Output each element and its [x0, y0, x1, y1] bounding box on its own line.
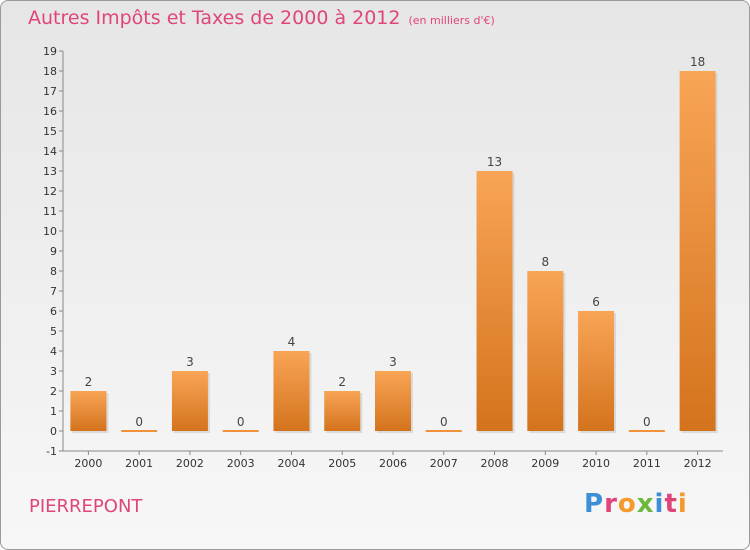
bar-value-label: 13: [487, 155, 502, 169]
bar-value-label: 4: [288, 335, 296, 349]
commune-name: PIERREPONT: [29, 496, 143, 517]
bar-value-label: 0: [643, 415, 651, 429]
y-tick-label: 13: [43, 165, 57, 178]
y-tick-label: -1: [46, 445, 57, 458]
x-tick-label: 2006: [379, 457, 407, 470]
logo-letter: i: [654, 489, 665, 519]
logo-letter: P: [584, 489, 605, 519]
bar: [70, 391, 107, 431]
bar: [324, 391, 361, 431]
bar: [171, 371, 208, 431]
y-tick-label: 5: [50, 325, 57, 338]
x-tick-label: 2004: [277, 457, 305, 470]
y-tick-label: 4: [50, 345, 57, 358]
y-tick-label: 6: [50, 305, 57, 318]
x-tick-label: 2005: [328, 457, 356, 470]
y-tick-label: 9: [50, 245, 57, 258]
x-tick-label: 2007: [430, 457, 458, 470]
bar-value-label: 2: [85, 375, 93, 389]
y-tick-label: 2: [50, 385, 57, 398]
chart-title-text: Autres Impôts et Taxes de 2000 à 2012: [28, 7, 401, 29]
bar-value-label: 3: [186, 355, 194, 369]
logo-letter: o: [617, 489, 637, 519]
x-tick-label: 2011: [633, 457, 661, 470]
y-tick-label: 8: [50, 265, 57, 278]
x-tick-label: 2000: [74, 457, 102, 470]
y-tick-label: 10: [43, 225, 57, 238]
proxiti-logo: Proxiti: [584, 489, 688, 519]
x-tick-label: 2003: [227, 457, 255, 470]
bar-value-label: 0: [237, 415, 245, 429]
x-tick-label: 2001: [125, 457, 153, 470]
bar: [273, 351, 310, 431]
y-tick-label: 0: [50, 425, 57, 438]
bar-value-label: 0: [135, 415, 143, 429]
bar: [121, 430, 158, 432]
chart-subtitle: (en milliers d'€): [408, 14, 495, 27]
bar: [425, 430, 462, 432]
y-tick-label: 3: [50, 365, 57, 378]
y-tick-label: 7: [50, 285, 57, 298]
logo-letter: x: [636, 489, 655, 519]
x-tick-label: 2012: [684, 457, 712, 470]
y-tick-label: 18: [43, 65, 57, 78]
y-tick-label: 1: [50, 405, 57, 418]
bar: [375, 371, 411, 431]
logo-letter: i: [677, 489, 688, 519]
logo-letter: r: [604, 489, 618, 519]
y-tick-label: 15: [43, 125, 57, 138]
bar: [527, 271, 564, 431]
bar-value-label: 3: [389, 355, 397, 369]
y-tick-label: 12: [43, 185, 57, 198]
y-tick-label: 14: [43, 145, 57, 158]
y-tick-label: 19: [43, 45, 57, 58]
logo-letter: t: [664, 489, 678, 519]
y-tick-label: 17: [43, 85, 57, 98]
bar: [679, 71, 716, 431]
chart-title: Autres Impôts et Taxes de 2000 à 2012 (en…: [28, 7, 495, 29]
bar-value-label: 2: [338, 375, 346, 389]
x-tick-label: 2002: [176, 457, 204, 470]
y-tick-label: 16: [43, 105, 57, 118]
bar: [578, 311, 615, 431]
bar: [222, 430, 259, 432]
bar-value-label: 0: [440, 415, 448, 429]
x-tick-label: 2009: [531, 457, 559, 470]
bar: [476, 171, 513, 431]
bar: [628, 430, 665, 432]
bar-value-label: 18: [690, 55, 705, 69]
bar-value-label: 8: [541, 255, 549, 269]
x-tick-label: 2010: [582, 457, 610, 470]
bar-value-label: 6: [592, 295, 600, 309]
y-tick-label: 11: [43, 205, 57, 218]
x-tick-label: 2008: [481, 457, 509, 470]
